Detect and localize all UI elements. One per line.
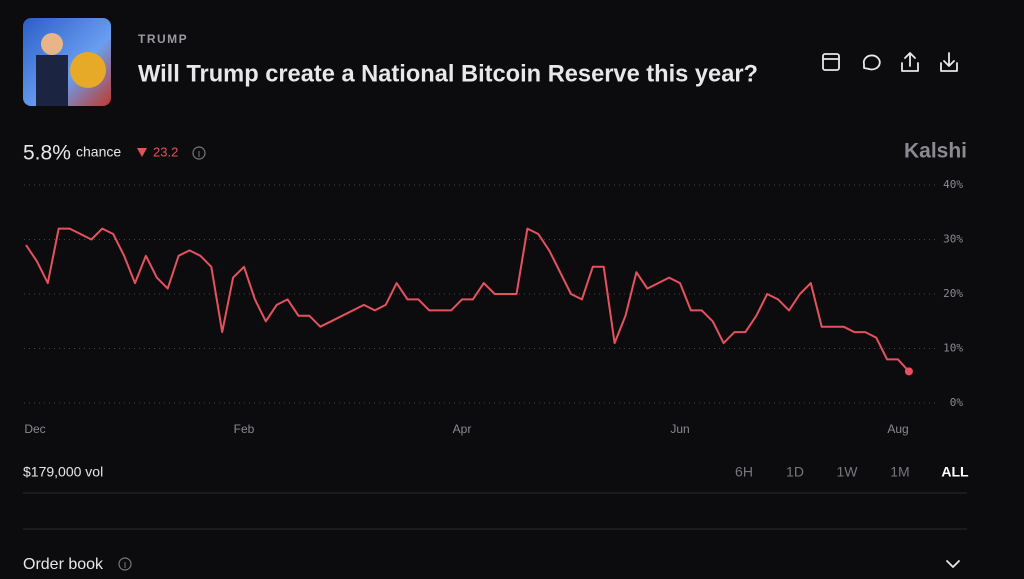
x-tick-label: Dec [24,422,45,436]
thumbnail [23,18,111,106]
range-button[interactable]: 1D [786,464,804,480]
range-buttons: 6H 1D 1W 1M ALL [735,464,969,480]
y-tick-label: 30% [943,233,963,246]
range-button[interactable]: 1M [890,464,909,480]
y-tick-label: 10% [943,342,963,355]
chance-label: chance [76,144,121,160]
download-icon[interactable] [940,52,958,72]
chart: 0% 10% 20% 30% 40% Dec Feb Apr Jun Aug [24,178,963,436]
expand-chevron[interactable] [946,560,960,568]
market-title: Will Trump create a National Bitcoin Res… [138,60,758,87]
x-tick-label: Apr [453,422,472,436]
y-tick-label: 40% [943,178,963,191]
x-tick-label: Feb [234,422,255,436]
last-point [904,367,913,376]
down-arrow [137,148,147,157]
x-tick-label: Jun [670,422,689,436]
comment-icon[interactable] [862,54,881,71]
volume: $179,000 vol [23,464,103,480]
info-icon[interactable] [118,557,132,571]
price-line [25,227,910,373]
brand: Kalshi [904,140,967,163]
x-tick-label: Aug [887,422,908,436]
chance-value: 5.8% [23,142,71,165]
category: TRUMP [138,32,188,46]
range-button[interactable]: 6H [735,464,753,480]
y-tick-label: 0% [950,396,964,409]
range-button[interactable]: ALL [941,464,969,480]
calendar-icon[interactable] [822,53,840,71]
info-icon[interactable] [192,146,206,160]
order-book-label[interactable]: Order book [23,556,104,573]
range-button[interactable]: 1W [837,464,859,480]
change: 23.2 [153,144,178,159]
share-icon[interactable] [901,52,919,72]
y-tick-label: 20% [943,287,963,300]
